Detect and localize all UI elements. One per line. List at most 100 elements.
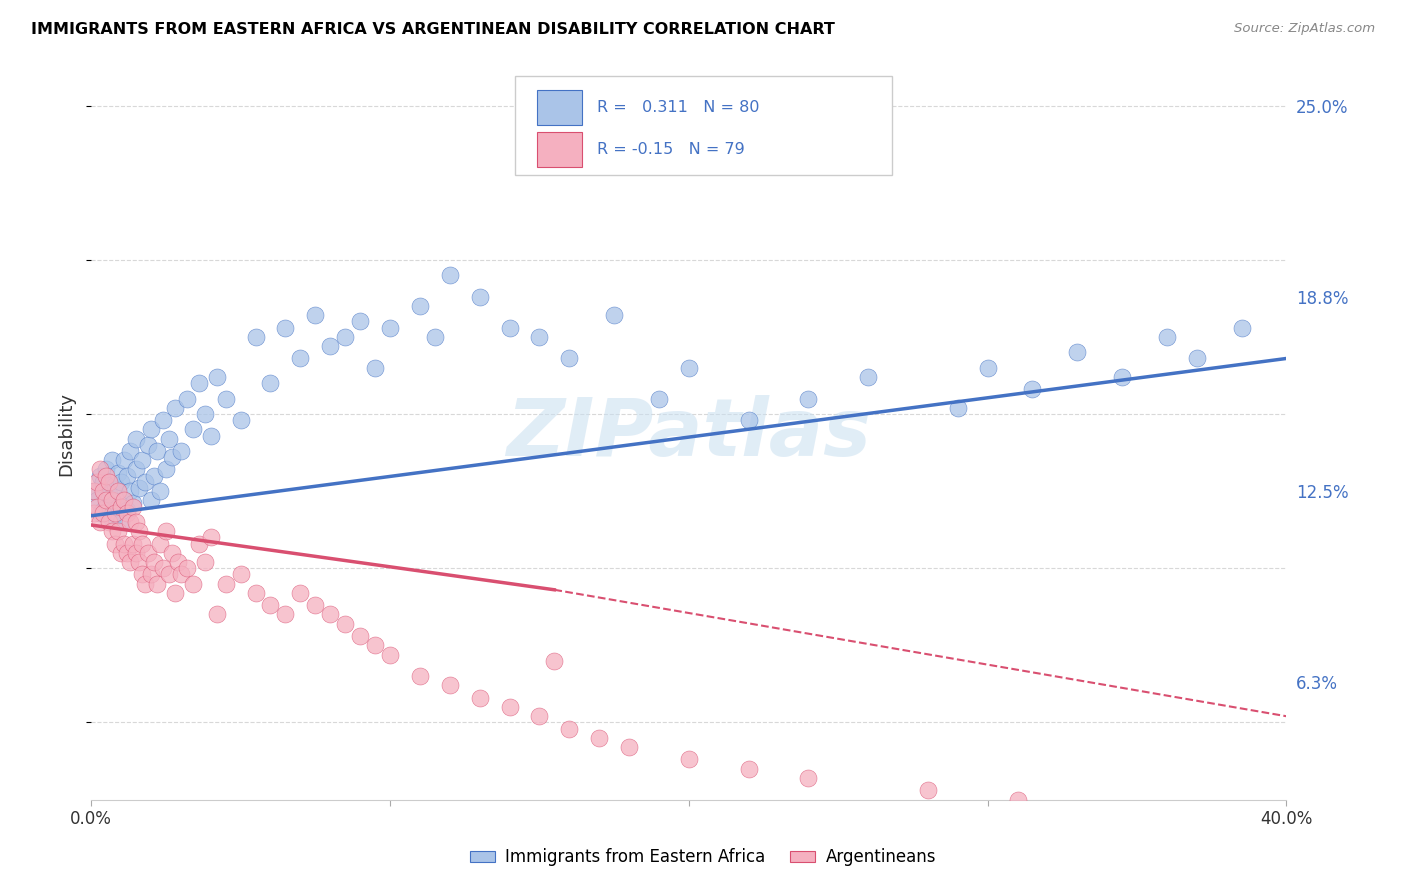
Point — [98, 487, 121, 501]
Point — [1111, 370, 1133, 384]
Point — [86, 475, 108, 489]
Point — [104, 506, 127, 520]
Point — [558, 722, 581, 736]
Point — [946, 401, 969, 415]
Point — [976, 360, 998, 375]
Point — [107, 524, 129, 538]
Point — [89, 506, 111, 520]
Point — [333, 616, 356, 631]
Point — [118, 555, 141, 569]
Point — [187, 376, 209, 391]
Point — [125, 515, 148, 529]
Point — [797, 771, 820, 785]
Point — [86, 500, 108, 514]
Point — [468, 690, 491, 705]
Point — [89, 515, 111, 529]
Point — [648, 392, 671, 406]
Point — [214, 576, 236, 591]
Point — [1230, 320, 1253, 334]
Point — [205, 370, 228, 384]
Point — [107, 500, 129, 514]
Point — [112, 493, 135, 508]
FancyBboxPatch shape — [537, 132, 582, 167]
Point — [134, 576, 156, 591]
Point — [166, 555, 188, 569]
Point — [149, 484, 172, 499]
Point — [1185, 351, 1208, 366]
Point — [157, 567, 180, 582]
Point — [104, 506, 127, 520]
Point — [89, 462, 111, 476]
Point — [543, 654, 565, 668]
Point — [797, 392, 820, 406]
Point — [439, 268, 461, 282]
Point — [170, 567, 193, 582]
Point — [152, 561, 174, 575]
Point — [274, 320, 297, 334]
Point — [152, 413, 174, 427]
Point — [104, 478, 127, 492]
Point — [122, 536, 145, 550]
Point — [128, 524, 150, 538]
Point — [101, 453, 124, 467]
Point — [157, 432, 180, 446]
Point — [83, 484, 105, 499]
Point — [115, 502, 138, 516]
Point — [304, 308, 326, 322]
Point — [134, 475, 156, 489]
Point — [107, 466, 129, 480]
Point — [349, 314, 371, 328]
Point — [737, 413, 759, 427]
Point — [94, 462, 117, 476]
Point — [107, 484, 129, 499]
Point — [98, 515, 121, 529]
Point — [558, 351, 581, 366]
Point — [136, 438, 159, 452]
Point — [439, 678, 461, 692]
Point — [110, 475, 132, 489]
Point — [118, 444, 141, 458]
Point — [304, 598, 326, 612]
Point — [409, 299, 432, 313]
Point — [378, 320, 401, 334]
Point — [146, 576, 169, 591]
Point — [110, 515, 132, 529]
Point — [110, 546, 132, 560]
Point — [122, 500, 145, 514]
Point — [856, 370, 879, 384]
Point — [259, 376, 281, 391]
Point — [319, 339, 342, 353]
Point — [194, 555, 217, 569]
Point — [139, 422, 162, 436]
Point — [122, 496, 145, 510]
Point — [170, 444, 193, 458]
Point — [163, 586, 186, 600]
Point — [131, 453, 153, 467]
Point — [245, 330, 267, 344]
Point — [176, 561, 198, 575]
Point — [118, 484, 141, 499]
Point — [146, 444, 169, 458]
Point — [1021, 382, 1043, 396]
Point — [468, 290, 491, 304]
Point — [187, 536, 209, 550]
Point — [101, 493, 124, 508]
Point — [1156, 330, 1178, 344]
Point — [529, 709, 551, 723]
Point — [94, 468, 117, 483]
Point — [142, 555, 165, 569]
Point — [112, 536, 135, 550]
Point — [115, 506, 138, 520]
Point — [364, 360, 387, 375]
FancyBboxPatch shape — [516, 76, 891, 175]
Point — [89, 468, 111, 483]
Point — [118, 515, 141, 529]
Point — [498, 700, 520, 714]
Point — [155, 462, 177, 476]
Point — [333, 330, 356, 344]
Point — [498, 320, 520, 334]
FancyBboxPatch shape — [537, 90, 582, 125]
Point — [274, 607, 297, 622]
Point — [290, 351, 312, 366]
Point — [110, 500, 132, 514]
